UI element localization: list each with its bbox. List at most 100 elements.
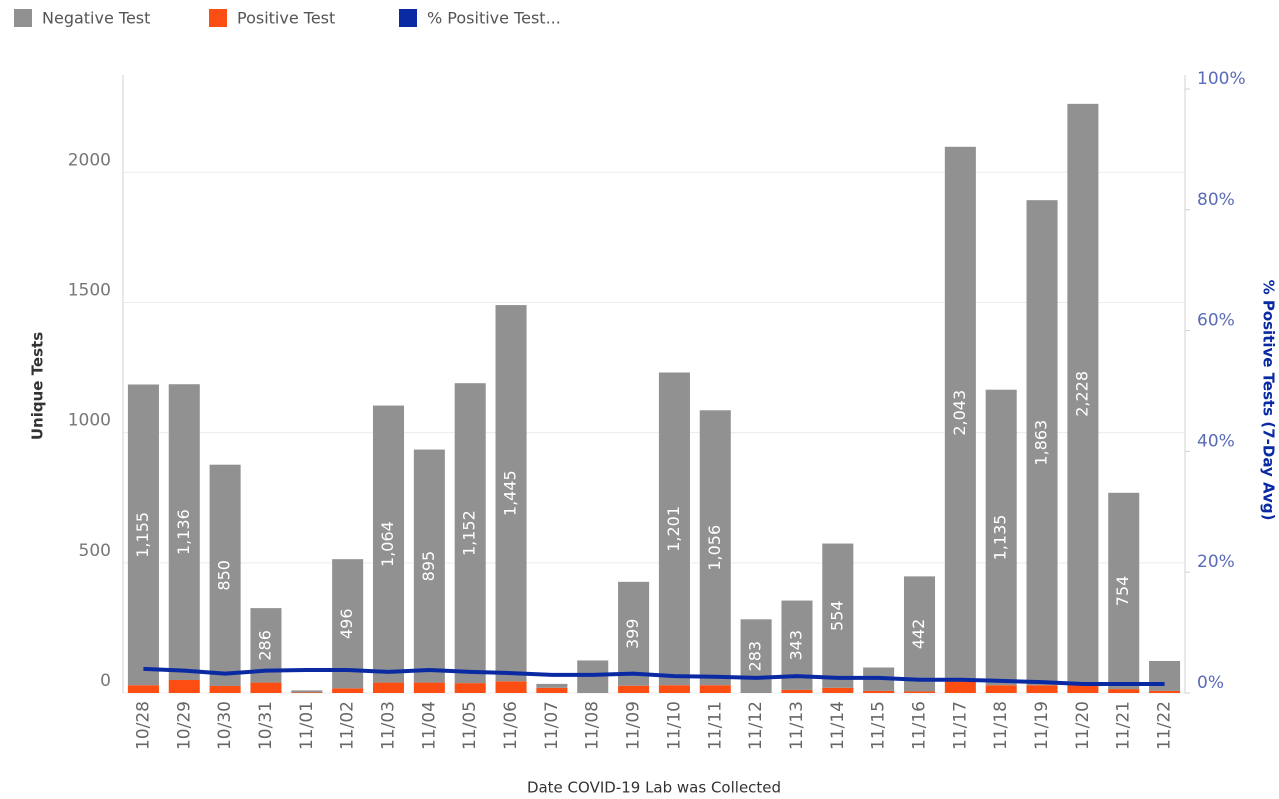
bar-segment — [536, 687, 568, 693]
bar-segment — [291, 690, 323, 693]
bar-segment — [944, 678, 976, 693]
data-label: 895 — [419, 551, 438, 582]
bar-segment — [413, 449, 445, 683]
data-label: 1,064 — [378, 521, 397, 567]
x-tick-label: 11/08 — [583, 701, 603, 750]
y2-tick-label: 40% — [1197, 431, 1235, 451]
bar-segment — [985, 685, 1017, 693]
data-label: 1,155 — [133, 512, 152, 558]
bar-segment — [618, 685, 650, 693]
x-tick-label: 10/31 — [256, 701, 276, 750]
bar-segment — [1067, 103, 1099, 684]
x-tick-label: 11/21 — [1114, 701, 1134, 750]
data-label: 496 — [337, 608, 356, 639]
x-tick-label: 11/20 — [1073, 701, 1093, 750]
bar-segment — [985, 389, 1017, 686]
bar-segment — [1149, 660, 1181, 691]
bar-segment — [740, 619, 772, 693]
bar-segment — [781, 689, 813, 693]
y2-tick-label: 20% — [1197, 552, 1235, 572]
data-label: 2,043 — [950, 390, 969, 436]
x-tick-label: 11/17 — [950, 701, 970, 750]
bar-segment — [903, 576, 936, 692]
bar-segment — [1026, 200, 1058, 686]
x-tick-label: 11/04 — [419, 701, 439, 750]
legend-label: Positive Test — [237, 9, 335, 28]
data-label: 554 — [827, 600, 846, 631]
x-axis-title: Date COVID-19 Lab was Collected — [527, 779, 781, 797]
bar-segment — [127, 685, 159, 693]
y2-tick-label: 80% — [1197, 190, 1235, 210]
bar-segment — [1067, 683, 1099, 693]
bar-segment — [332, 559, 364, 689]
y-tick-label: 0 — [100, 671, 111, 691]
x-tick-label: 11/16 — [910, 701, 930, 750]
data-label: 850 — [215, 560, 234, 591]
bar-segment — [1108, 492, 1140, 690]
legend-swatch — [399, 9, 417, 27]
legend-label: Negative Test — [42, 9, 150, 28]
data-label: 399 — [623, 618, 642, 649]
bar-segment — [536, 683, 568, 688]
x-tick-label: 11/05 — [460, 701, 480, 750]
x-tick-label: 11/14 — [828, 701, 848, 750]
bar-segment — [699, 410, 731, 686]
bar-segment — [699, 685, 731, 693]
x-tick-label: 10/30 — [215, 701, 235, 750]
bar-segment — [372, 405, 405, 683]
bar-segment — [209, 685, 241, 693]
bar-segment — [1108, 689, 1140, 693]
x-tick-label: 11/18 — [991, 701, 1011, 750]
y2-tick-label: 60% — [1197, 311, 1235, 331]
bar-segment — [863, 690, 895, 693]
x-tick-label: 11/06 — [501, 701, 521, 750]
bar-segment — [413, 682, 445, 693]
data-label: 1,445 — [501, 470, 520, 516]
x-tick-label: 10/29 — [174, 701, 194, 750]
bar-segment — [250, 682, 282, 693]
y-tick-label: 1000 — [68, 411, 111, 431]
data-label: 283 — [746, 641, 765, 672]
y-tick-label: 1500 — [68, 280, 111, 300]
x-tick-label: 11/13 — [787, 701, 807, 750]
bar-segment — [1149, 690, 1181, 693]
data-label: 1,201 — [664, 506, 683, 552]
y-tick-label: 500 — [79, 541, 111, 561]
bar-segment — [127, 384, 159, 686]
x-tick-label: 10/28 — [133, 701, 153, 750]
x-tick-label: 11/12 — [746, 701, 766, 750]
y-tick-label: 2000 — [68, 150, 111, 170]
x-tick-label: 11/11 — [705, 701, 725, 750]
x-tick-label: 11/07 — [542, 701, 562, 750]
y-axis-title: Unique Tests — [29, 332, 47, 440]
bar-segment — [1026, 685, 1058, 693]
data-label: 1,136 — [174, 509, 193, 555]
bar-segment — [209, 464, 241, 686]
bar-segment — [903, 691, 936, 693]
bar-segment — [658, 372, 690, 686]
legend-swatch — [209, 9, 227, 27]
bar-segment — [291, 692, 323, 693]
data-label: 1,863 — [1032, 420, 1051, 466]
bar-segment — [495, 681, 527, 693]
data-label: 343 — [786, 630, 805, 661]
data-label: 286 — [255, 630, 274, 661]
x-tick-label: 11/19 — [1032, 701, 1052, 750]
bar-segment — [168, 384, 200, 680]
x-tick-label: 11/02 — [338, 701, 358, 750]
bar-segment — [332, 688, 364, 693]
data-label: 754 — [1113, 576, 1132, 607]
bar-segment — [168, 679, 200, 693]
y2-tick-label: 0% — [1197, 673, 1224, 693]
x-tick-label: 11/03 — [379, 701, 399, 750]
line — [143, 666, 1165, 686]
bar-segment — [495, 305, 527, 682]
bar-segment — [822, 687, 854, 693]
bar-segment — [944, 146, 976, 679]
x-tick-label: 11/22 — [1155, 701, 1175, 750]
data-label: 2,228 — [1072, 371, 1091, 417]
y2-axis-title: % Positive Tests (7-Day Avg) — [1260, 280, 1278, 521]
data-label: 1,135 — [991, 515, 1010, 561]
data-label: 1,056 — [705, 525, 724, 571]
